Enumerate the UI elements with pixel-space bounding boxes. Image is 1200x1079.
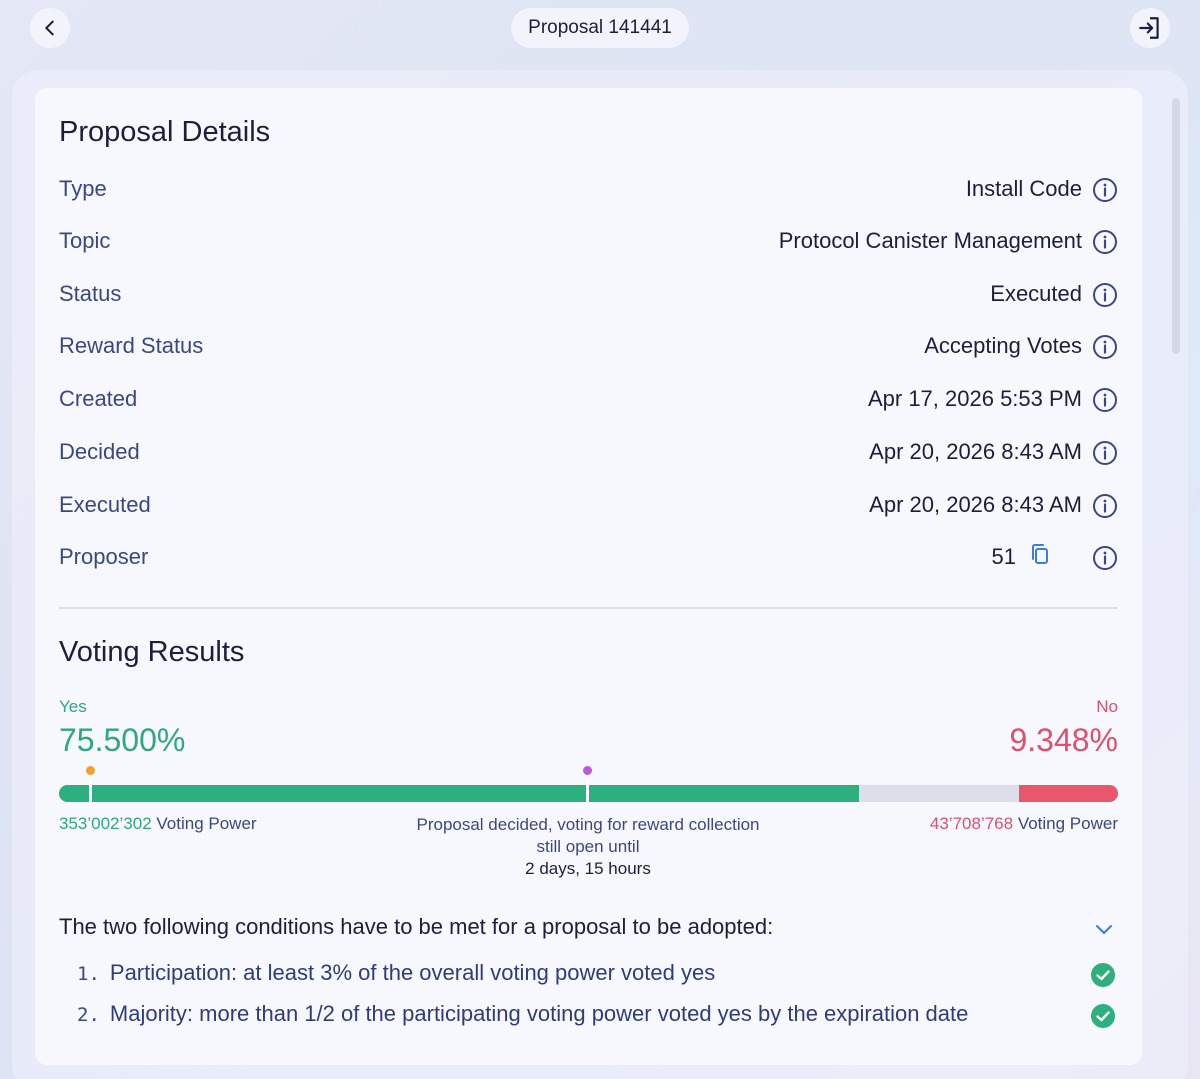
remaining-time: 2 days, 15 hours <box>525 859 651 878</box>
scrollbar[interactable] <box>1172 98 1180 354</box>
chevron-down-icon[interactable] <box>1092 917 1116 941</box>
back-button[interactable] <box>30 8 70 48</box>
condition-text: Participation: at least 3% of the overal… <box>109 960 716 985</box>
decided-status: Proposal decided, voting for reward coll… <box>413 814 763 880</box>
detail-label: Type <box>59 176 107 201</box>
proposer-id[interactable]: 51 <box>991 544 1016 569</box>
info-icon[interactable] <box>1092 334 1118 360</box>
no-percentage: 9.348% <box>1009 722 1118 758</box>
detail-row-proposer: Proposer 51 <box>59 538 1118 578</box>
detail-label: Proposer <box>59 544 149 569</box>
section-divider <box>59 607 1118 609</box>
yes-label: Yes <box>59 697 87 716</box>
yes-power-value: 353’002’302 <box>59 814 152 833</box>
condition-item-participation: 1. Participation: at least 3% of the over… <box>77 960 715 986</box>
no-power-value: 43’708’768 <box>929 814 1014 833</box>
condition-number: 2. <box>77 1004 100 1026</box>
detail-label: Executed <box>59 492 151 517</box>
detail-value: Apr 20, 2026 8:43 AM <box>869 492 1082 517</box>
info-icon[interactable] <box>1092 387 1118 413</box>
yes-voting-power: 353’002’302 Voting Power <box>59 814 257 834</box>
logout-icon <box>1139 17 1159 39</box>
majority-threshold-dot <box>583 766 592 775</box>
info-icon[interactable] <box>1092 229 1118 255</box>
voting-heading: Voting Results <box>59 636 245 668</box>
detail-value: Executed <box>990 281 1082 306</box>
no-bar-fill <box>1019 785 1118 802</box>
condition-text: Majority: more than 1/2 of the participa… <box>109 1001 969 1026</box>
majority-threshold-marker <box>586 780 589 804</box>
top-bar: Proposal 141441 <box>0 0 1200 58</box>
chevron-left-icon <box>45 20 54 36</box>
detail-row-reward-status: Reward Status Accepting Votes <box>59 327 1118 367</box>
detail-row-status: Status Executed <box>59 275 1118 315</box>
check-circle-icon <box>1091 1004 1115 1028</box>
info-icon[interactable] <box>1092 282 1118 308</box>
conditions-heading: The two following conditions have to be … <box>59 914 774 939</box>
yes-bar-fill <box>59 785 859 802</box>
info-icon[interactable] <box>1092 493 1118 519</box>
detail-row-type: Type Install Code <box>59 170 1118 210</box>
min-threshold-marker <box>89 780 92 804</box>
no-label: No <box>1096 697 1118 716</box>
detail-value: Protocol Canister Management <box>778 228 1082 253</box>
detail-label: Reward Status <box>59 333 204 358</box>
detail-value: Accepting Votes <box>924 333 1082 358</box>
detail-value: Install Code <box>965 176 1082 201</box>
details-heading: Proposal Details <box>59 116 271 148</box>
condition-item-majority: 2. Majority: more than 1/2 of the partici… <box>77 1001 968 1027</box>
copy-icon[interactable] <box>1030 543 1052 567</box>
info-icon[interactable] <box>1092 440 1118 466</box>
info-icon[interactable] <box>1092 177 1118 203</box>
voting-power-suffix: Voting Power <box>151 814 257 833</box>
detail-label: Topic <box>59 228 111 253</box>
detail-value: Apr 17, 2026 5:53 PM <box>867 386 1082 411</box>
decided-message: Proposal decided, voting for reward coll… <box>416 815 760 856</box>
condition-number: 1. <box>77 963 100 985</box>
check-circle-icon <box>1091 963 1115 987</box>
detail-row-decided: Decided Apr 20, 2026 8:43 AM <box>59 433 1118 473</box>
yes-percentage: 75.500% <box>59 722 186 758</box>
detail-row-created: Created Apr 17, 2026 5:53 PM <box>59 380 1118 420</box>
detail-label: Decided <box>59 439 140 464</box>
detail-label: Created <box>59 386 138 411</box>
proposal-card: Proposal Details Type Install Code Topic… <box>35 88 1142 1065</box>
min-threshold-dot <box>86 766 95 775</box>
info-icon[interactable] <box>1092 545 1118 571</box>
logout-button[interactable] <box>1130 8 1170 48</box>
detail-label: Status <box>59 281 122 306</box>
no-voting-power: 43’708’768 Voting Power <box>930 814 1118 834</box>
detail-row-topic: Topic Protocol Canister Management <box>59 222 1118 262</box>
voting-power-suffix: Voting Power <box>1013 814 1118 833</box>
page-title: Proposal 141441 <box>511 8 689 48</box>
detail-row-executed: Executed Apr 20, 2026 8:43 AM <box>59 486 1118 526</box>
detail-value: Apr 20, 2026 8:43 AM <box>869 439 1082 464</box>
